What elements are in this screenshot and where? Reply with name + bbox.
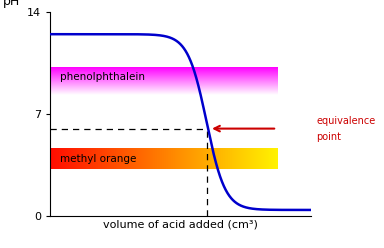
Text: methyl orange: methyl orange bbox=[60, 154, 137, 164]
Text: point: point bbox=[316, 132, 341, 142]
Text: equivalence: equivalence bbox=[316, 116, 376, 126]
X-axis label: volume of acid added (cm³): volume of acid added (cm³) bbox=[103, 220, 258, 230]
Text: pH: pH bbox=[3, 0, 20, 8]
Text: phenolphthalein: phenolphthalein bbox=[60, 72, 146, 82]
